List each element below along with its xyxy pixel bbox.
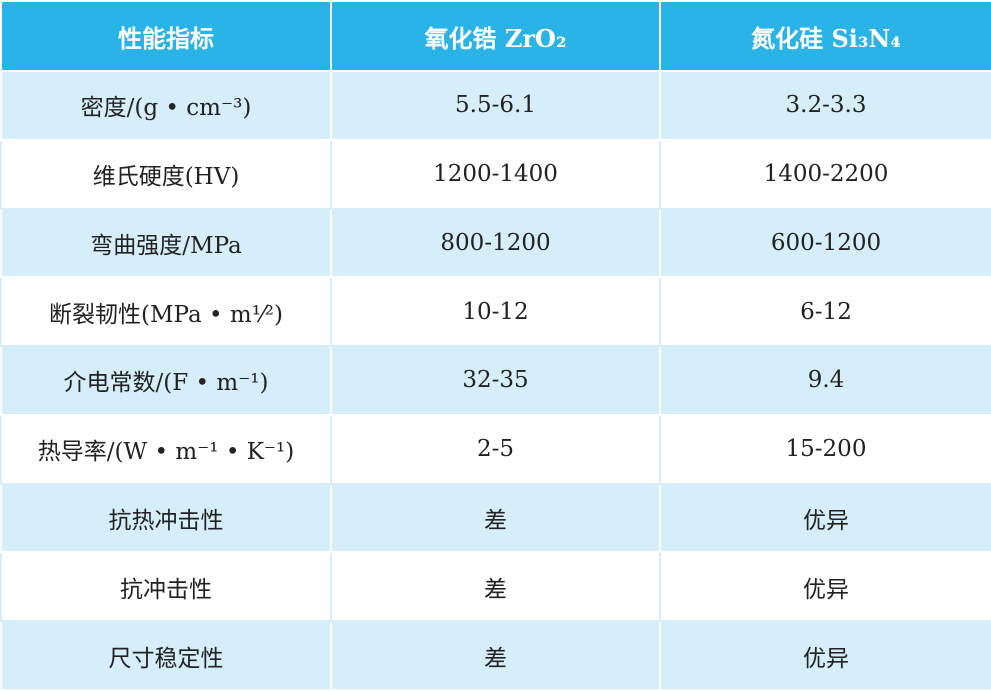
header-cell: 氧化锆 ZrO₂ (330, 0, 661, 72)
table-cell: 断裂韧性(MPa • m¹⁄²) (0, 276, 332, 348)
table-cell: 密度/(g • cm⁻³) (0, 70, 332, 141)
table-row: 弯曲强度/MPa 800-1200 600-1200 (0, 207, 991, 279)
table-cell: 优异 (659, 482, 991, 554)
table-cell: 热导率/(W • m⁻¹ • K⁻¹) (0, 413, 332, 485)
table-cell: 2-5 (330, 413, 661, 485)
table-cell: 1400-2200 (659, 138, 991, 210)
table-cell: 优异 (659, 551, 991, 623)
table-cell: 抗热冲击性 (0, 482, 332, 554)
table-cell: 抗冲击性 (0, 551, 332, 623)
table-row: 热导率/(W • m⁻¹ • K⁻¹) 2-5 15-200 (0, 413, 991, 485)
table-cell: 1200-1400 (330, 138, 661, 210)
table-cell: 差 (330, 551, 661, 623)
table-row: 抗热冲击性差优异 (0, 482, 991, 554)
table-cell: 6-12 (659, 276, 991, 348)
table-row: 维氏硬度(HV) 1200-1400 1400-2200 (0, 138, 991, 210)
table-cell: 15-200 (659, 413, 991, 485)
table-cell: 32-35 (330, 345, 661, 416)
header-row: 性能指标 氧化锆 ZrO₂ 氮化硅 Si₃N₄ (0, 0, 991, 72)
table-cell: 800-1200 (330, 207, 661, 279)
table-cell: 优异 (659, 620, 991, 691)
table-cell: 9.4 (659, 345, 991, 416)
table-cell: 5.5-6.1 (330, 70, 661, 141)
table-cell: 10-12 (330, 276, 661, 348)
header-cell: 氮化硅 Si₃N₄ (659, 0, 991, 72)
header-cell: 性能指标 (0, 0, 332, 72)
table-cell: 差 (330, 482, 661, 554)
table-cell: 维氏硬度(HV) (0, 138, 332, 210)
table-row: 断裂韧性(MPa • m¹⁄²) 10-12 6-12 (0, 276, 991, 348)
table-cell: 600-1200 (659, 207, 991, 279)
table-row: 抗冲击性差优异 (0, 551, 991, 623)
table-row: 尺寸稳定性差优异 (0, 620, 991, 691)
table-cell: 介电常数/(F • m⁻¹) (0, 345, 332, 416)
table-row: 介电常数/(F • m⁻¹) 32-35 9.4 (0, 345, 991, 416)
table-cell: 尺寸稳定性 (0, 620, 332, 691)
table-cell: 3.2-3.3 (659, 70, 991, 141)
table-cell: 弯曲强度/MPa (0, 207, 332, 279)
table-cell: 差 (330, 620, 661, 691)
table-row: 密度/(g • cm⁻³) 5.5-6.1 3.2-3.3 (0, 70, 991, 141)
